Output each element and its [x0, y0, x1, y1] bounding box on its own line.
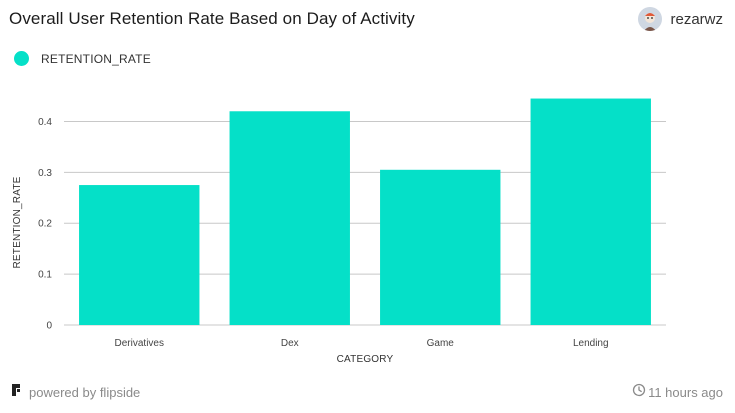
author[interactable]: rezarwz [638, 7, 723, 31]
x-tick-label: Game [427, 338, 455, 349]
bar-lending[interactable] [530, 98, 651, 326]
y-tick-label: 0.1 [38, 270, 52, 281]
bar-derivatives[interactable] [79, 185, 200, 325]
y-tick-label: 0.2 [38, 219, 52, 230]
y-tick-label: 0 [46, 321, 52, 332]
x-tick-label: Lending [573, 338, 609, 349]
x-tick-label: Dex [281, 338, 299, 349]
x-tick-label: Derivatives [115, 338, 164, 349]
powered-by-text[interactable]: powered by flipside [29, 385, 141, 400]
legend-swatch [14, 51, 29, 66]
timestamp: 11 hours ago [632, 383, 723, 402]
chart-title: Overall User Retention Rate Based on Day… [9, 9, 415, 28]
bars [79, 98, 651, 326]
author-name[interactable]: rezarwz [670, 10, 723, 28]
clock-icon [632, 383, 646, 402]
avatar[interactable] [638, 7, 663, 31]
y-tick-labels: 0 0.1 0.2 0.3 0.4 [38, 117, 52, 332]
y-tick-label: 0.4 [38, 117, 52, 128]
legend: RETENTION_RATE [14, 51, 151, 66]
bar-dex[interactable] [229, 111, 350, 326]
x-axis-title: CATEGORY [337, 354, 394, 365]
x-tick-labels: Derivatives Dex Game Lending [115, 338, 609, 349]
timestamp-text: 11 hours ago [648, 385, 723, 400]
bar-game[interactable] [380, 169, 501, 325]
y-axis-title: RETENTION_RATE [12, 176, 23, 268]
flipside-logo-icon [9, 383, 23, 402]
y-tick-label: 0.3 [38, 168, 52, 179]
powered-by[interactable]: powered by flipside [9, 383, 140, 402]
legend-label: RETENTION_RATE [41, 51, 151, 66]
